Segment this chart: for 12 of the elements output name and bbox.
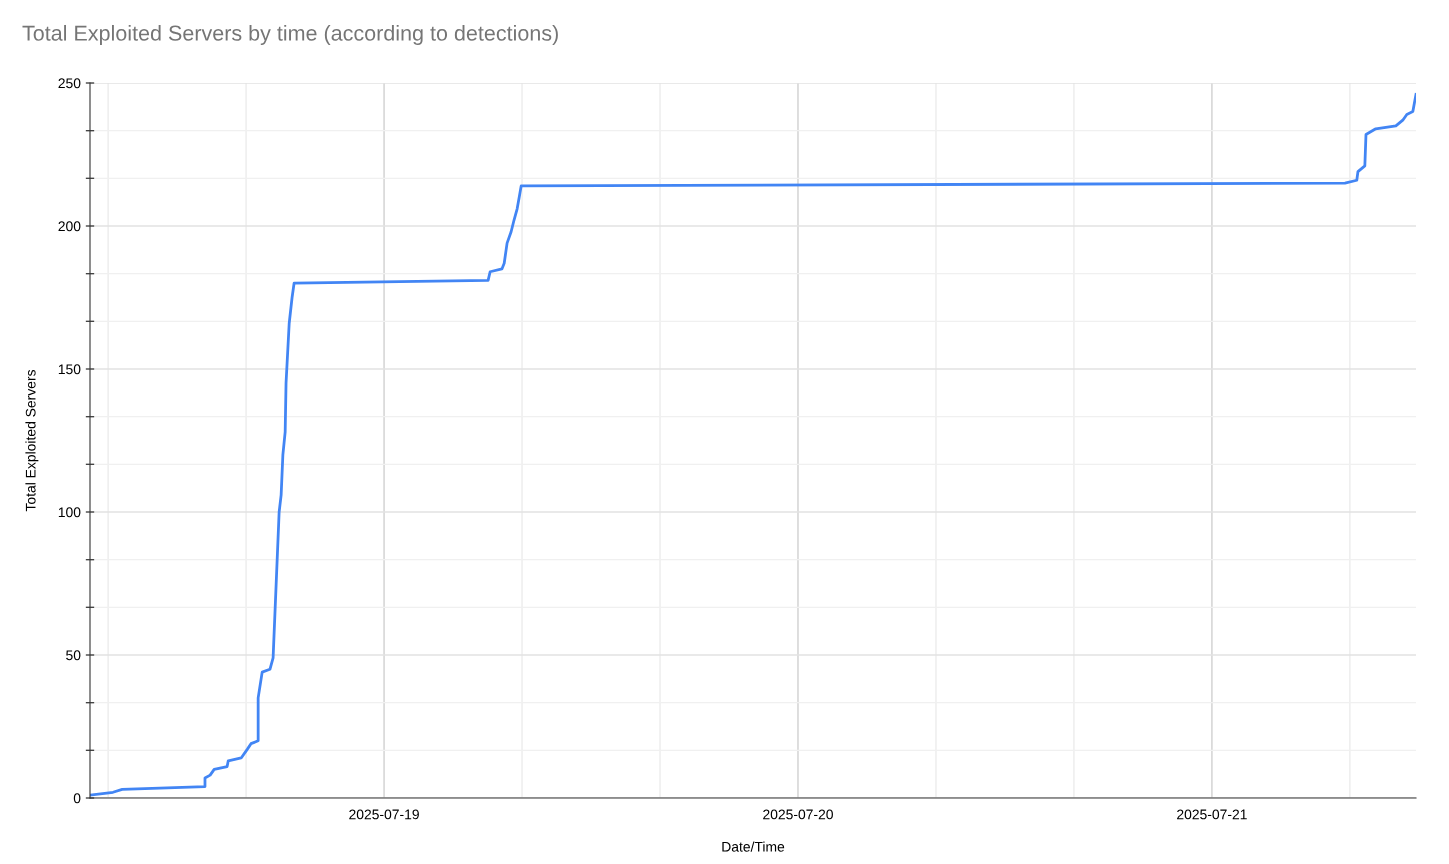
y-tick-label: 150: [58, 364, 81, 375]
x-tick-label: 2025-07-19: [349, 809, 419, 820]
y-tick-label: 0: [73, 793, 81, 804]
chart-title: Total Exploited Servers by time (according to detections): [22, 24, 558, 46]
x-axis-title: Date/Time: [722, 841, 785, 852]
x-tick-label: 2025-07-21: [1177, 809, 1247, 820]
y-tick-label: 250: [58, 78, 81, 89]
y-tick-label: 200: [58, 221, 81, 232]
x-tick-label: 2025-07-20: [763, 809, 833, 820]
y-axis-title: Total Exploited Servers: [25, 369, 39, 512]
y-tick-label: 50: [66, 650, 81, 661]
y-tick-label: 100: [58, 507, 81, 518]
